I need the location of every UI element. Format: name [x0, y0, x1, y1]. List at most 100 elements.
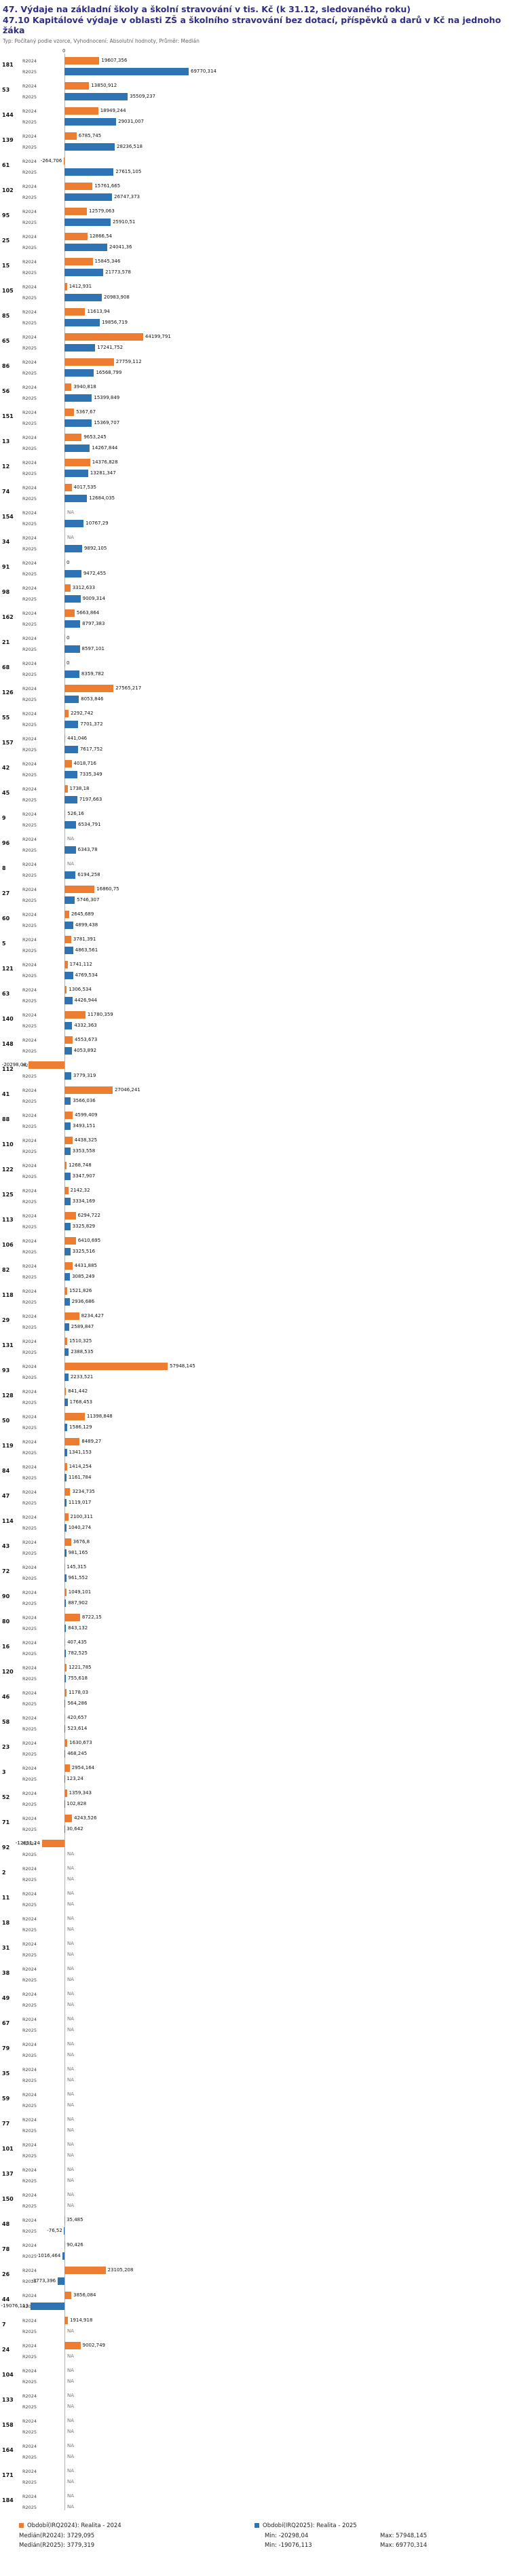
bar-r2024[interactable] — [64, 182, 93, 190]
bar-r2024[interactable] — [64, 1713, 66, 1722]
bar-r2024[interactable] — [64, 1136, 73, 1144]
bar-r2025[interactable] — [64, 218, 111, 226]
bar-r2024[interactable] — [64, 1236, 76, 1245]
bar-r2024[interactable] — [64, 634, 65, 642]
bar-r2025[interactable] — [64, 1197, 71, 1205]
bar-r2025[interactable] — [64, 770, 78, 778]
bar-r2025[interactable] — [64, 268, 104, 276]
bar-r2025[interactable] — [64, 695, 79, 703]
bar-r2024[interactable] — [64, 709, 69, 717]
bar-r2025[interactable] — [64, 1574, 67, 1582]
bar-r2025[interactable] — [64, 143, 115, 151]
bar-r2024[interactable] — [64, 885, 95, 893]
bar-r2024[interactable] — [64, 1663, 67, 1671]
bar-r2024[interactable] — [64, 1437, 80, 1445]
bar-r2025[interactable] — [64, 1222, 71, 1230]
bar-r2024[interactable] — [64, 2216, 65, 2224]
bar-r2025[interactable] — [64, 343, 96, 352]
bar-r2025[interactable] — [64, 1473, 67, 1481]
bar-r2025[interactable] — [64, 1699, 66, 1707]
bar-r2025[interactable] — [58, 2277, 64, 2285]
bar-r2024[interactable] — [64, 408, 75, 416]
bar-r2024[interactable] — [64, 1362, 168, 1370]
bar-r2024[interactable] — [64, 1588, 67, 1596]
bar-r2024[interactable] — [28, 1061, 64, 1069]
bar-r2025[interactable] — [64, 67, 189, 75]
bar-r2025[interactable] — [64, 569, 81, 577]
bar-r2025[interactable] — [64, 1649, 67, 1657]
bar-r2024[interactable] — [64, 257, 93, 265]
bar-r2024[interactable] — [64, 684, 114, 692]
bar-r2025[interactable] — [30, 2302, 64, 2310]
bar-r2024[interactable] — [64, 2291, 72, 2299]
bar-r2025[interactable] — [64, 1323, 69, 1331]
bar-r2024[interactable] — [64, 307, 86, 316]
bar-r2025[interactable] — [64, 1398, 68, 1406]
bar-r2025[interactable] — [64, 293, 102, 301]
bar-r2024[interactable] — [64, 358, 114, 366]
bar-r2024[interactable] — [64, 1387, 67, 1395]
bar-r2024[interactable] — [64, 1563, 65, 1571]
bar-r2025[interactable] — [64, 1775, 65, 1783]
bar-r2025[interactable] — [64, 1624, 67, 1632]
bar-r2025[interactable] — [64, 1749, 66, 1758]
bar-r2025[interactable] — [64, 193, 113, 201]
bar-r2024[interactable] — [64, 232, 88, 240]
bar-r2025[interactable] — [64, 1724, 66, 1732]
bar-r2024[interactable] — [64, 935, 71, 943]
bar-r2025[interactable] — [64, 394, 92, 402]
bar-r2025[interactable] — [64, 670, 79, 678]
bar-r2024[interactable] — [64, 282, 67, 290]
bar-r2024[interactable] — [64, 810, 66, 818]
bar-r2024[interactable] — [64, 784, 68, 793]
bar-r2024[interactable] — [64, 1211, 76, 1219]
bar-r2025[interactable] — [64, 494, 88, 502]
bar-r2024[interactable] — [41, 1839, 64, 1847]
bar-r2024[interactable] — [64, 1764, 70, 1772]
bar-r2024[interactable] — [64, 1638, 66, 1646]
bar-r2024[interactable] — [64, 1412, 85, 1420]
bar-r2024[interactable] — [64, 584, 71, 592]
bar-r2024[interactable] — [64, 1287, 67, 1295]
bar-r2025[interactable] — [64, 1498, 67, 1507]
bar-r2025[interactable] — [64, 1247, 71, 1255]
bar-r2025[interactable] — [64, 1523, 67, 1532]
bar-r2025[interactable] — [64, 243, 108, 251]
bar-r2025[interactable] — [64, 117, 117, 126]
bar-r2024[interactable] — [64, 1462, 67, 1471]
bar-r2024[interactable] — [64, 960, 68, 968]
bar-r2025[interactable] — [64, 1423, 68, 1431]
bar-r2025[interactable] — [64, 168, 114, 176]
bar-r2025[interactable] — [64, 469, 88, 477]
bar-r2024[interactable] — [64, 56, 100, 64]
bar-r2025[interactable] — [64, 1825, 65, 1833]
bar-r2025[interactable] — [64, 444, 90, 452]
bar-r2024[interactable] — [64, 1312, 79, 1320]
bar-r2024[interactable] — [64, 107, 98, 115]
bar-r2024[interactable] — [64, 1036, 73, 1044]
bar-r2025[interactable] — [64, 1021, 73, 1029]
bar-r2024[interactable] — [64, 1814, 73, 1822]
bar-r2024[interactable] — [64, 1111, 73, 1119]
bar-r2024[interactable] — [64, 1337, 67, 1345]
bar-r2024[interactable] — [64, 458, 90, 466]
bar-r2025[interactable] — [62, 2252, 64, 2260]
bar-r2025[interactable] — [64, 1599, 67, 1607]
bar-r2024[interactable] — [64, 985, 67, 993]
bar-r2025[interactable] — [64, 645, 80, 653]
bar-r2024[interactable] — [64, 383, 72, 391]
bar-r2025[interactable] — [64, 318, 100, 326]
bar-r2024[interactable] — [64, 2341, 81, 2349]
bar-r2024[interactable] — [64, 1186, 69, 1194]
bar-r2024[interactable] — [64, 609, 75, 617]
bar-r2024[interactable] — [64, 1513, 69, 1521]
bar-r2024[interactable] — [64, 483, 72, 491]
bar-r2025[interactable] — [64, 1674, 66, 1682]
bar-r2025[interactable] — [64, 594, 81, 603]
bar-r2025[interactable] — [64, 871, 76, 879]
bar-r2025[interactable] — [64, 368, 94, 377]
bar-r2025[interactable] — [64, 1549, 67, 1557]
bar-r2025[interactable] — [64, 1172, 71, 1180]
bar-r2025[interactable] — [64, 921, 73, 929]
bar-r2025[interactable] — [64, 820, 77, 829]
